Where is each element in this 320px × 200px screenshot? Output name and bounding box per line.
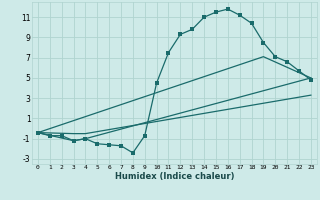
X-axis label: Humidex (Indice chaleur): Humidex (Indice chaleur)	[115, 172, 234, 181]
